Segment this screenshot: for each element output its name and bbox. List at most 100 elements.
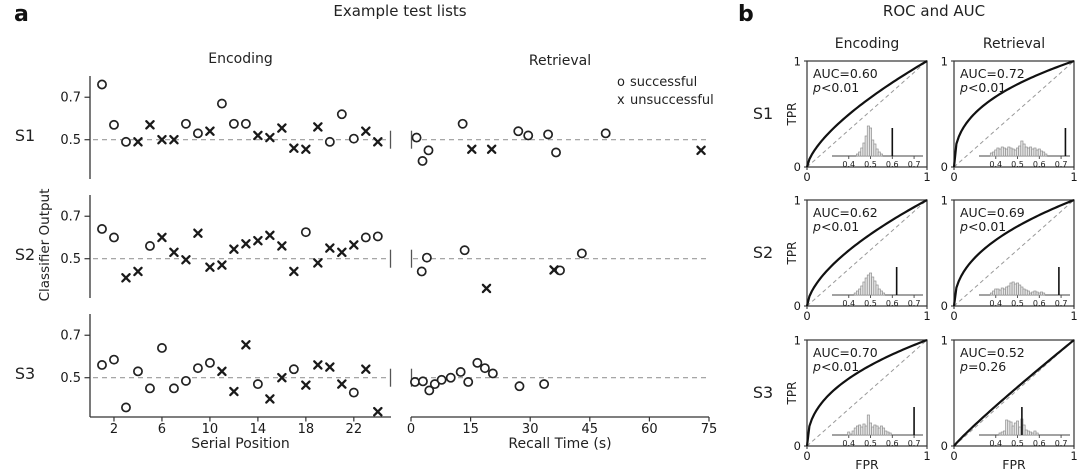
svg-text:p<0.01: p<0.01 [812,80,859,95]
svg-text:0: 0 [803,449,810,463]
roc-column-title-encoding: Encoding [834,36,900,52]
svg-text:AUC=0.70: AUC=0.70 [813,345,878,360]
svg-text:0.5: 0.5 [1011,160,1024,169]
legend: o successful x unsuccessful [617,74,714,110]
roc-column-title-retrieval: Retrieval [982,36,1046,52]
svg-text:AUC=0.60: AUC=0.60 [813,66,878,81]
svg-text:0.5: 0.5 [60,371,81,386]
svg-text:p<0.01: p<0.01 [812,219,859,234]
legend-label-unsuccessful: unsuccessful [630,93,714,108]
svg-text:0.5: 0.5 [1011,299,1024,308]
svg-text:AUC=0.69: AUC=0.69 [960,205,1025,220]
svg-text:0.7: 0.7 [1055,160,1068,169]
svg-text:1: 1 [794,55,801,69]
svg-text:0: 0 [803,170,810,184]
roc-s3-encoding: 0 1 0 1 AUC=0.70p<0.01 0.4 0.5 0.6 0.7 [794,334,931,464]
svg-text:0: 0 [803,309,810,323]
svg-text:0.4: 0.4 [842,160,855,169]
x-axis-label-serial-position: Serial Position [191,436,290,452]
roc-s2-encoding: 0 1 0 1 AUC=0.62p<0.01 0.4 0.5 0.6 0.7 [794,194,931,324]
svg-text:0: 0 [794,299,801,313]
x-axis-encoding: 2 6 10 14 18 22 [90,416,391,437]
null-histogram-s3-retrieval: 0.4 0.5 0.6 0.7 [979,407,1070,448]
scatter-s2-encoding [97,224,383,283]
svg-text:0.5: 0.5 [60,252,81,267]
svg-text:p<0.01: p<0.01 [812,359,859,374]
svg-text:p=0.26: p=0.26 [959,359,1006,374]
null-histogram-s2-encoding: 0.4 0.5 0.6 0.7 [832,267,923,308]
svg-text:22: 22 [346,422,363,437]
scatter-s2-retrieval [416,245,587,294]
legend-item-unsuccessful: x unsuccessful [617,92,714,110]
svg-text:1: 1 [1070,309,1077,323]
svg-text:1: 1 [923,449,930,463]
column-title-encoding: Encoding [208,51,273,67]
svg-text:0: 0 [941,439,948,453]
svg-text:0.7: 0.7 [60,210,81,225]
scatter-s3-encoding [97,340,383,417]
svg-text:0.4: 0.4 [842,299,855,308]
svg-text:0.6: 0.6 [886,299,899,308]
axes-frame-S1: 0.5 0.7 [60,76,707,179]
svg-text:10: 10 [202,422,219,437]
svg-text:0.7: 0.7 [908,439,921,448]
svg-text:0: 0 [950,309,957,323]
svg-text:1: 1 [923,170,930,184]
x-marker-glyph: x [617,93,625,108]
svg-text:0.5: 0.5 [60,133,81,148]
svg-text:0.4: 0.4 [989,160,1002,169]
svg-text:6: 6 [158,422,166,437]
svg-text:0: 0 [941,299,948,313]
svg-text:1: 1 [941,55,948,69]
scatter-s1-retrieval [411,118,706,166]
roc-row-label-s3: S3 [752,383,774,402]
tpr-axis-label-s1: TPR [785,102,799,126]
svg-text:0.6: 0.6 [886,160,899,169]
svg-text:0.6: 0.6 [886,439,899,448]
svg-text:0.5: 0.5 [864,439,877,448]
x-axis-label-recall-time: Recall Time (s) [508,436,612,452]
svg-text:AUC=0.72: AUC=0.72 [960,66,1025,81]
svg-text:0: 0 [950,449,957,463]
svg-text:AUC=0.62: AUC=0.62 [813,205,878,220]
fpr-axis-label-encoding: FPR [855,457,879,472]
svg-text:p<0.01: p<0.01 [959,219,1006,234]
legend-item-successful: o successful [617,74,714,92]
row-label-s3: S3 [14,364,36,383]
legend-label-successful: successful [630,75,698,90]
panel-a-title: Example test lists [333,2,467,20]
svg-text:0.7: 0.7 [60,91,81,106]
svg-text:60: 60 [641,422,658,437]
null-histogram-s2-retrieval: 0.4 0.5 0.6 0.7 [979,267,1070,308]
null-histogram-s3-encoding: 0.4 0.5 0.6 0.7 [832,407,923,448]
roc-row-label-s2: S2 [752,243,774,262]
svg-text:0: 0 [950,170,957,184]
svg-text:2: 2 [110,422,118,437]
svg-text:0.5: 0.5 [1011,439,1024,448]
svg-text:0.7: 0.7 [60,329,81,344]
svg-text:1: 1 [941,194,948,208]
svg-text:1: 1 [941,334,948,348]
fpr-axis-label-retrieval: FPR [1002,457,1026,472]
svg-text:30: 30 [522,422,539,437]
svg-text:1: 1 [794,194,801,208]
svg-text:0: 0 [794,160,801,174]
circle-marker-glyph: o [617,75,625,90]
roc-s1-encoding: 0 1 0 1 AUC=0.60p<0.01 0.4 0.5 0.6 0.7 [794,55,931,185]
svg-text:p<0.01: p<0.01 [959,80,1006,95]
svg-text:1: 1 [923,309,930,323]
null-histogram-s1-encoding: 0.4 0.5 0.6 0.7 [832,125,923,169]
svg-text:0.7: 0.7 [908,160,921,169]
svg-text:0.5: 0.5 [864,299,877,308]
svg-text:75: 75 [701,422,718,437]
svg-text:0: 0 [941,160,948,174]
svg-text:45: 45 [582,422,599,437]
svg-text:14: 14 [250,422,267,437]
roc-row-label-s1: S1 [752,104,774,123]
svg-text:0.7: 0.7 [908,299,921,308]
scatter-s1-encoding [97,79,383,155]
svg-text:0: 0 [794,439,801,453]
axes-frame-S2: 0.5 0.7 [60,195,707,298]
